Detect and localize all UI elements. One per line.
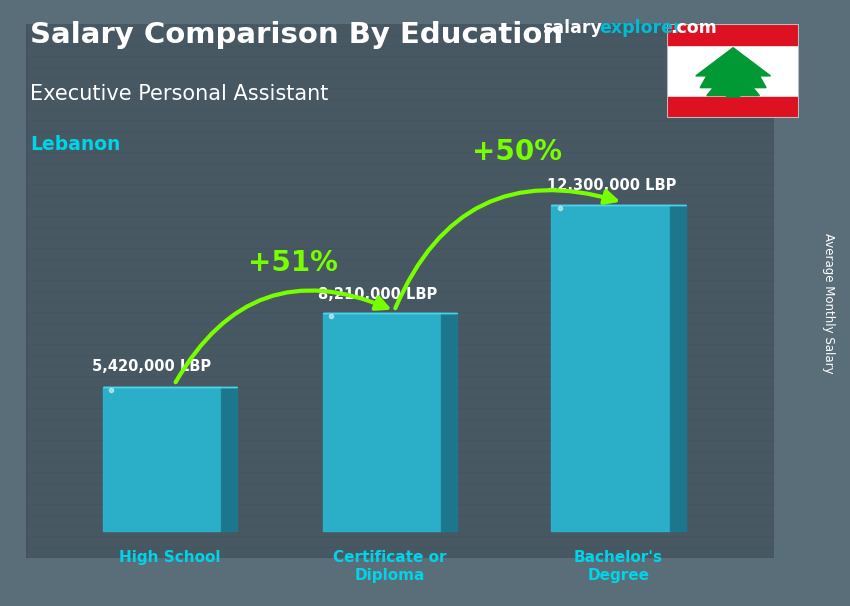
Bar — [26, 525, 774, 536]
Bar — [322, 313, 441, 531]
Bar — [26, 440, 774, 451]
Bar — [26, 227, 774, 238]
Bar — [26, 259, 774, 270]
Bar — [667, 24, 799, 45]
Bar — [26, 333, 774, 344]
Bar — [26, 493, 774, 504]
Text: +51%: +51% — [248, 249, 338, 277]
Text: Executive Personal Assistant: Executive Personal Assistant — [30, 84, 328, 104]
Bar — [552, 205, 670, 531]
Bar — [26, 280, 774, 291]
Bar — [26, 344, 774, 355]
Polygon shape — [221, 387, 237, 531]
Bar — [26, 78, 774, 88]
Text: Bachelor's
Degree: Bachelor's Degree — [574, 550, 663, 583]
Bar — [26, 312, 774, 323]
Bar — [26, 142, 774, 152]
Bar — [26, 462, 774, 472]
Bar — [26, 56, 774, 67]
Bar — [26, 323, 774, 333]
Bar — [26, 291, 774, 302]
Text: Average Monthly Salary: Average Monthly Salary — [822, 233, 836, 373]
Bar — [26, 408, 774, 419]
Bar — [26, 163, 774, 173]
Bar — [26, 376, 774, 387]
Bar — [26, 451, 774, 462]
Bar — [26, 152, 774, 163]
Text: Lebanon: Lebanon — [30, 135, 120, 153]
Bar — [667, 97, 799, 118]
Bar — [26, 35, 774, 45]
Bar — [26, 365, 774, 376]
Bar — [26, 430, 774, 440]
Bar — [26, 472, 774, 483]
Bar — [26, 302, 774, 312]
Bar — [26, 120, 774, 131]
Bar — [26, 248, 774, 259]
Polygon shape — [670, 205, 686, 531]
Text: .com: .com — [671, 19, 717, 38]
Bar — [26, 419, 774, 430]
Bar — [26, 195, 774, 205]
Bar — [26, 355, 774, 365]
Bar — [26, 205, 774, 216]
Bar — [26, 110, 774, 120]
Text: 5,420,000 LBP: 5,420,000 LBP — [92, 359, 211, 374]
Polygon shape — [696, 48, 770, 97]
Bar — [26, 515, 774, 525]
Bar — [26, 270, 774, 280]
Bar — [26, 88, 774, 99]
Bar — [26, 45, 774, 56]
Text: 8,210,000 LBP: 8,210,000 LBP — [318, 287, 438, 302]
Bar — [26, 184, 774, 195]
Bar — [26, 67, 774, 78]
Bar — [26, 238, 774, 248]
Bar — [26, 387, 774, 398]
Bar — [26, 547, 774, 558]
Bar — [26, 483, 774, 493]
Bar — [26, 173, 774, 184]
Bar — [103, 387, 221, 531]
Bar — [26, 131, 774, 142]
Polygon shape — [441, 313, 457, 531]
Text: Salary Comparison By Education: Salary Comparison By Education — [30, 21, 563, 49]
Text: explorer: explorer — [599, 19, 682, 38]
Text: Certificate or
Diploma: Certificate or Diploma — [333, 550, 446, 583]
Bar — [26, 24, 774, 35]
Bar — [26, 216, 774, 227]
Text: +50%: +50% — [473, 138, 563, 167]
Text: 12,300,000 LBP: 12,300,000 LBP — [547, 178, 677, 193]
Bar — [26, 99, 774, 110]
Bar — [26, 536, 774, 547]
Text: salary: salary — [542, 19, 602, 38]
Text: High School: High School — [119, 550, 220, 565]
Bar — [26, 504, 774, 515]
Bar — [26, 398, 774, 408]
